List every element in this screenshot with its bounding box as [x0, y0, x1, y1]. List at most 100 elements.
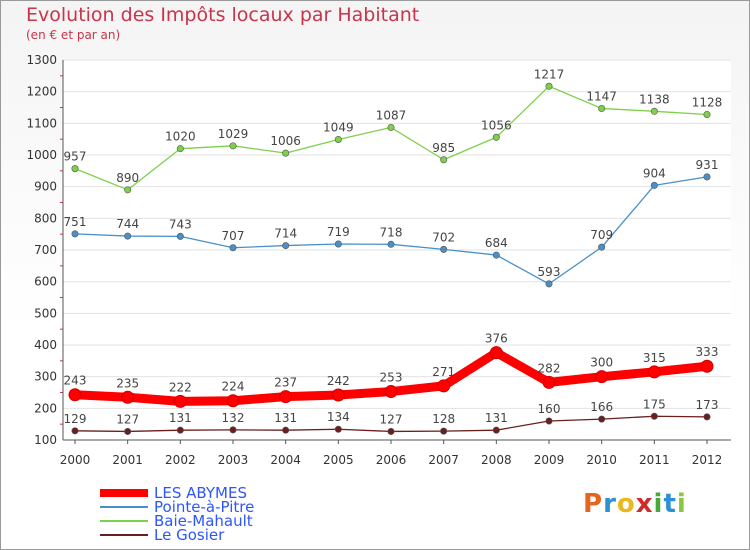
data-label: 300 — [590, 356, 613, 370]
grid-lines — [63, 59, 731, 441]
data-point — [68, 388, 82, 402]
y-tick-label: 300 — [34, 370, 57, 384]
data-label: 1049 — [323, 120, 354, 134]
data-point — [384, 385, 398, 399]
x-tick-labels: 2000 2001 2002 2003 2004 2005 2006 2007 2008 2009… — [60, 453, 723, 467]
legend-label: Baie-Mahault — [154, 512, 253, 530]
x-tick-label: 2006 — [376, 453, 407, 467]
data-point — [71, 165, 79, 173]
chart-subtitle: (en € et par an) — [26, 28, 121, 42]
data-label: 719 — [327, 225, 350, 239]
data-point — [647, 365, 661, 379]
data-point — [598, 104, 606, 112]
data-point — [334, 240, 342, 248]
data-label: 1087 — [376, 108, 407, 122]
data-label: 707 — [222, 229, 245, 243]
data-label: 132 — [222, 411, 245, 425]
data-point — [440, 427, 448, 435]
y-tick-label: 100 — [34, 433, 57, 447]
proxiti-logo: Proxiti — [583, 489, 687, 519]
data-label: 333 — [696, 345, 719, 359]
data-label: 129 — [64, 412, 87, 426]
data-point — [229, 426, 237, 434]
data-label: 714 — [274, 227, 297, 241]
legend-item: Le Gosier — [100, 526, 225, 544]
data-point — [437, 379, 451, 393]
data-point — [226, 394, 240, 408]
data-label: 243 — [64, 374, 87, 388]
data-point — [598, 243, 606, 251]
data-point — [545, 417, 553, 425]
data-label: 131 — [274, 411, 297, 425]
data-point — [650, 181, 658, 189]
y-tick-labels: 100 200 300 400 500 600 700 800 900 1000 1100 1200 1… — [26, 53, 57, 447]
data-label: 1138 — [639, 92, 670, 106]
x-tick-label: 2003 — [218, 453, 249, 467]
legend-label: Pointe-à-Pitre — [154, 498, 255, 516]
data-label: 376 — [485, 332, 508, 346]
data-point — [545, 280, 553, 288]
data-label: 127 — [116, 412, 139, 426]
data-label: 271 — [432, 365, 455, 379]
data-label: 160 — [538, 402, 561, 416]
data-label: 237 — [274, 376, 297, 390]
data-label: 315 — [643, 351, 666, 365]
data-point — [124, 232, 132, 240]
data-label: 235 — [116, 376, 139, 390]
logo-letter: i — [676, 489, 687, 519]
data-label: 1056 — [481, 118, 512, 132]
x-tick-label: 2005 — [323, 453, 354, 467]
data-point — [492, 426, 500, 434]
axes — [60, 60, 731, 444]
data-label: 709 — [590, 228, 613, 242]
data-point — [124, 186, 132, 194]
data-point — [492, 133, 500, 141]
y-tick-label: 1000 — [26, 148, 57, 162]
data-point — [334, 425, 342, 433]
data-label: 1128 — [692, 95, 723, 109]
y-tick-label: 600 — [34, 275, 57, 289]
data-point — [440, 156, 448, 164]
series-pointe-pitre: 751 744 743 707 714 719 718 702 684 593 709 904 931 — [64, 158, 718, 288]
x-tick-label: 2009 — [534, 453, 565, 467]
data-point — [545, 82, 553, 90]
data-label: 127 — [380, 412, 403, 426]
data-point — [173, 394, 187, 408]
x-tick-label: 2000 — [60, 453, 91, 467]
data-point — [703, 413, 711, 421]
data-label: 131 — [169, 411, 192, 425]
data-point — [282, 149, 290, 157]
series-le-gosier: 129 127 131 132 131 134 127 128 131 160 166 175 173 — [64, 397, 718, 435]
data-point — [700, 359, 714, 373]
y-tick-label: 800 — [34, 211, 57, 225]
data-label: 593 — [538, 265, 561, 279]
y-tick-label: 900 — [34, 180, 57, 194]
data-label: 684 — [485, 236, 508, 250]
data-label: 134 — [327, 410, 350, 424]
logo-letter: t — [663, 489, 677, 519]
legend-item: LES ABYMES — [100, 484, 247, 502]
chart-title: Evolution des Impôts locaux par Habitant — [26, 4, 420, 26]
data-point — [176, 426, 184, 434]
x-tick-label: 2001 — [112, 453, 143, 467]
data-point — [489, 346, 503, 360]
y-tick-label: 1200 — [26, 85, 57, 99]
legend-swatch — [100, 520, 148, 522]
y-tick-label: 1300 — [26, 53, 57, 67]
logo-letter: x — [635, 489, 654, 519]
x-tick-label: 2011 — [639, 453, 670, 467]
data-label: 718 — [380, 225, 403, 239]
legend-label: Le Gosier — [154, 526, 225, 544]
data-label: 890 — [116, 171, 139, 185]
logo-letter: P — [583, 489, 604, 519]
data-point — [492, 251, 500, 259]
data-label: 957 — [64, 150, 87, 164]
data-point — [650, 107, 658, 115]
data-label: 743 — [169, 217, 192, 231]
y-tick-label: 400 — [34, 338, 57, 352]
series-lines: 129 127 131 132 131 134 127 128 131 160 166 175 173 7… — [64, 67, 723, 435]
data-point — [331, 388, 345, 402]
data-point — [703, 173, 711, 181]
legend-swatch — [100, 489, 148, 497]
